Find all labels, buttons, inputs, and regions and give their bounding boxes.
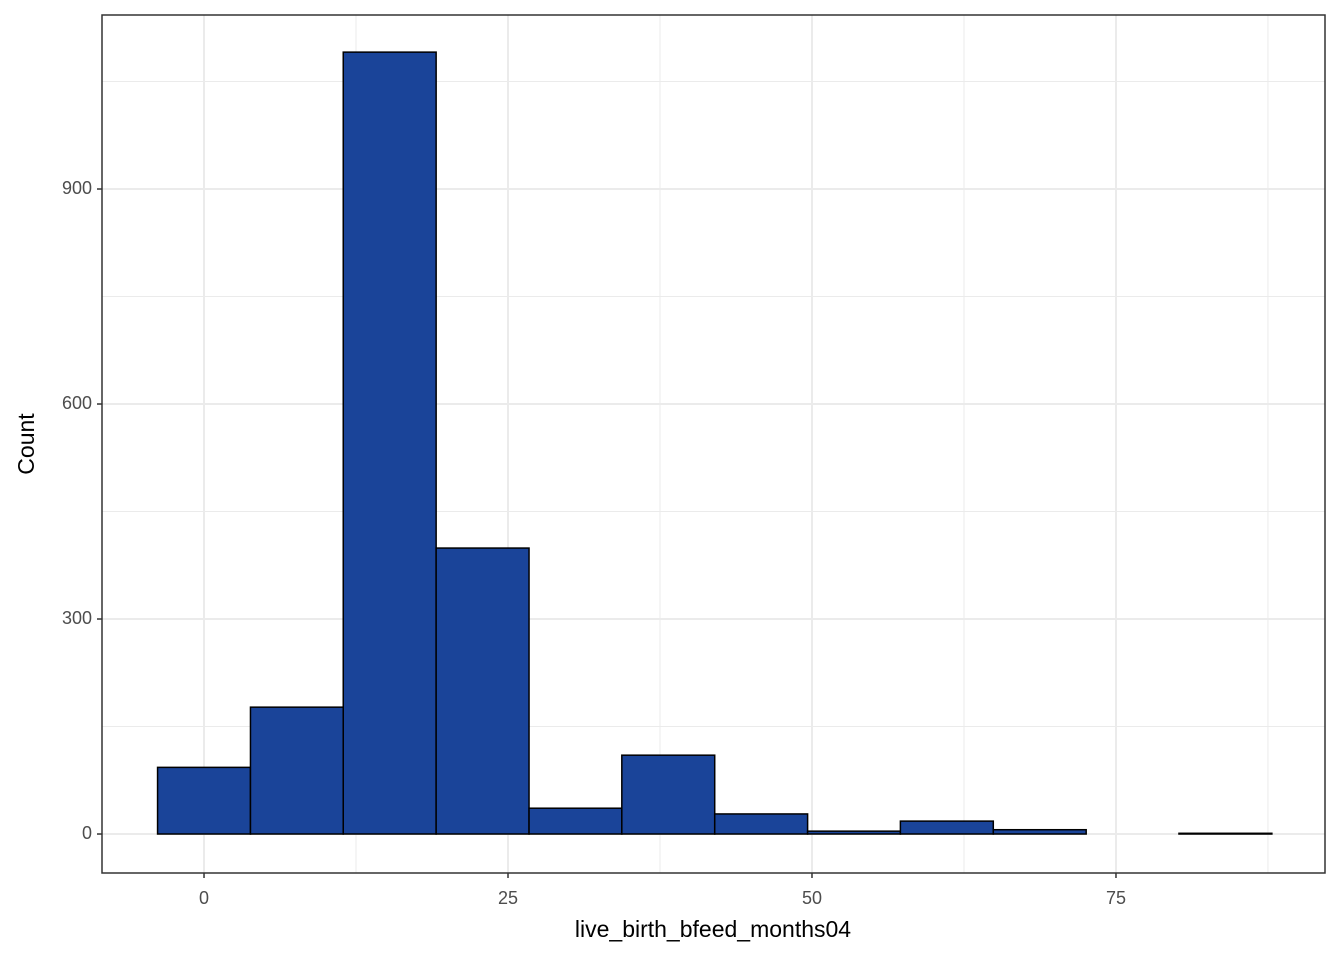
bar bbox=[899, 820, 995, 835]
x-axis-title: live_birth_bfeed_months04 bbox=[575, 916, 851, 942]
bar bbox=[713, 813, 809, 835]
y-axis-title: Count bbox=[13, 413, 39, 475]
bar bbox=[342, 51, 437, 835]
x-tick-label: 75 bbox=[1106, 888, 1126, 908]
y-tick-label: 300 bbox=[62, 608, 92, 628]
bar bbox=[621, 754, 716, 835]
bar bbox=[806, 830, 902, 835]
bar bbox=[528, 807, 623, 835]
y-tick-label: 900 bbox=[62, 178, 92, 198]
bar bbox=[1178, 832, 1273, 835]
y-tick-label: 600 bbox=[62, 393, 92, 413]
bar bbox=[156, 766, 252, 835]
y-tick-label: 0 bbox=[82, 823, 92, 843]
x-tick-label: 50 bbox=[802, 888, 822, 908]
x-tick-label: 25 bbox=[498, 888, 518, 908]
x-tick-label: 0 bbox=[199, 888, 209, 908]
panel-border bbox=[101, 14, 1326, 874]
bar bbox=[249, 706, 344, 835]
bar bbox=[435, 547, 530, 835]
bar bbox=[992, 828, 1087, 835]
